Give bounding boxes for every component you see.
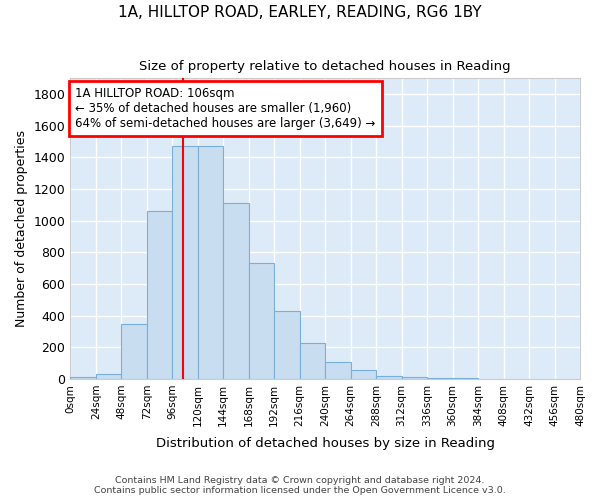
Title: Size of property relative to detached houses in Reading: Size of property relative to detached ho… <box>139 60 511 73</box>
Y-axis label: Number of detached properties: Number of detached properties <box>15 130 28 327</box>
Bar <box>376 376 401 379</box>
Bar <box>248 264 274 379</box>
Text: 1A HILLTOP ROAD: 106sqm
← 35% of detached houses are smaller (1,960)
64% of semi: 1A HILLTOP ROAD: 106sqm ← 35% of detache… <box>76 88 376 130</box>
Text: 1A, HILLTOP ROAD, EARLEY, READING, RG6 1BY: 1A, HILLTOP ROAD, EARLEY, READING, RG6 1… <box>118 5 482 20</box>
Bar <box>427 378 452 379</box>
X-axis label: Distribution of detached houses by size in Reading: Distribution of detached houses by size … <box>155 437 494 450</box>
Bar <box>223 204 248 379</box>
Bar <box>70 378 96 379</box>
Bar <box>96 374 121 379</box>
Bar <box>325 362 350 379</box>
Bar <box>299 342 325 379</box>
Bar <box>401 378 427 379</box>
Bar <box>172 146 198 379</box>
Bar <box>350 370 376 379</box>
Bar <box>198 146 223 379</box>
Bar <box>121 324 147 379</box>
Bar <box>274 311 299 379</box>
Text: Contains HM Land Registry data © Crown copyright and database right 2024.
Contai: Contains HM Land Registry data © Crown c… <box>94 476 506 495</box>
Bar <box>147 211 172 379</box>
